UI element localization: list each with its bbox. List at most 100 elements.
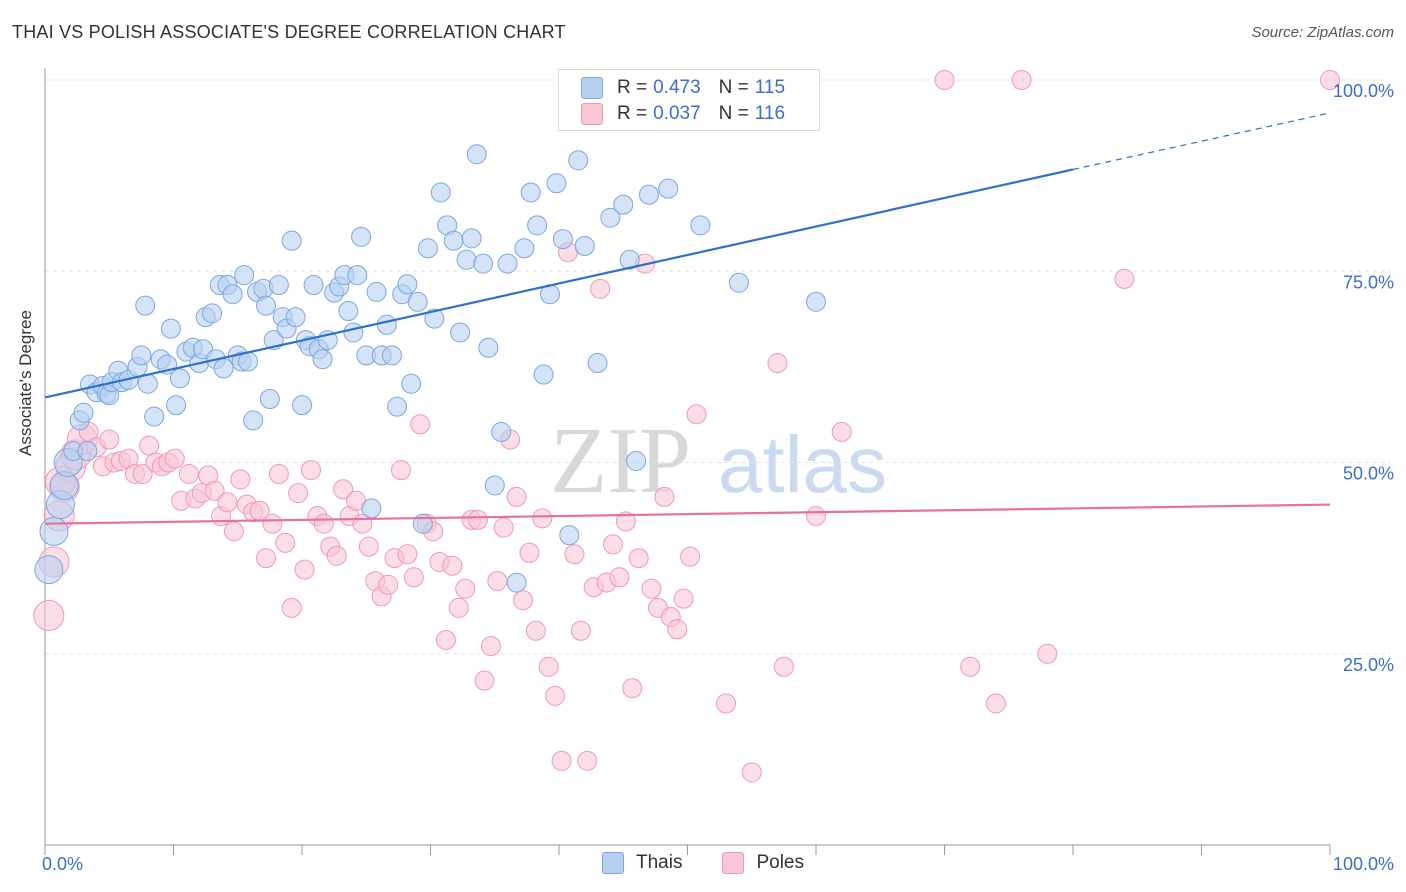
- poles-point: [358, 536, 379, 557]
- legend-item-poles[interactable]: Poles: [722, 852, 804, 874]
- thais-point: [338, 301, 359, 322]
- poles-point: [609, 567, 630, 588]
- poles-trend-line: [44, 503, 1331, 525]
- thais-point: [658, 178, 679, 199]
- poles-point: [680, 546, 701, 567]
- poles-point: [33, 600, 65, 631]
- poles-point: [230, 469, 251, 490]
- legend-item-thais[interactable]: Thais: [602, 852, 682, 874]
- poles-n-value: 116: [754, 103, 786, 124]
- thais-point: [401, 373, 422, 394]
- poles-point: [493, 517, 514, 538]
- poles-point: [256, 548, 277, 569]
- poles-legend-label: Poles: [756, 852, 804, 873]
- thais-point: [728, 272, 749, 293]
- thais-point: [34, 555, 64, 585]
- poles-point: [716, 693, 737, 714]
- poles-point: [178, 463, 199, 484]
- poles-point: [333, 479, 354, 500]
- poles-point: [831, 421, 852, 442]
- poles-point: [551, 750, 572, 771]
- thais-point: [77, 441, 98, 462]
- thais-point: [387, 396, 408, 417]
- thais-point: [73, 402, 94, 423]
- x-tick-label: 100.0%: [1333, 854, 1394, 874]
- poles-point: [622, 678, 643, 699]
- thais-point: [268, 275, 289, 296]
- poles-point: [767, 353, 788, 374]
- poles-point: [410, 414, 431, 435]
- poles-point: [806, 506, 826, 527]
- poles-point: [294, 559, 315, 580]
- thais-point: [39, 516, 69, 546]
- thais-point: [466, 144, 487, 165]
- thais-point: [574, 236, 595, 257]
- poles-point: [532, 508, 553, 529]
- thais-point: [222, 284, 243, 305]
- thais-point: [491, 421, 512, 442]
- poles-point: [326, 545, 347, 566]
- thais-point: [506, 572, 527, 593]
- thais-point: [546, 173, 567, 194]
- poles-point: [204, 480, 225, 501]
- poles-point: [268, 463, 289, 484]
- thais-n-label: N =: [718, 77, 749, 98]
- poles-point: [403, 567, 424, 588]
- thais-point: [533, 364, 554, 385]
- poles-point: [513, 590, 534, 611]
- thais-point: [443, 230, 464, 251]
- poles-point: [435, 629, 456, 650]
- thais-point: [160, 318, 181, 339]
- axes: [44, 68, 1331, 855]
- legend-row-poles: R = 0.037 N = 116: [581, 101, 803, 127]
- poles-point: [519, 542, 540, 563]
- x-tick-label: 0.0%: [42, 854, 83, 874]
- thais-point: [131, 345, 152, 366]
- poles-point: [313, 513, 334, 534]
- thais-point: [473, 253, 494, 274]
- thais-point: [424, 308, 445, 329]
- poles-point: [538, 656, 559, 677]
- thais-point: [806, 291, 826, 312]
- poles-point: [300, 460, 321, 481]
- thais-point: [343, 322, 364, 343]
- thais-point: [456, 249, 477, 270]
- poles-point: [275, 532, 296, 553]
- poles-point: [773, 656, 794, 677]
- thais-point: [397, 274, 418, 295]
- thais-point: [312, 349, 333, 370]
- thais-point: [135, 295, 156, 316]
- thais-points: [34, 144, 826, 593]
- thais-point: [303, 275, 324, 296]
- thais-point: [514, 238, 535, 259]
- y-tick-label: 75.0%: [1343, 272, 1394, 292]
- thais-point: [144, 406, 165, 427]
- thais-point: [381, 345, 402, 366]
- thais-point: [559, 525, 580, 546]
- thais-swatch: [581, 77, 603, 99]
- thais-point: [361, 498, 382, 519]
- thais-point: [259, 389, 280, 410]
- y-tick-label: 100.0%: [1333, 81, 1394, 101]
- poles-point: [564, 544, 585, 565]
- thais-legend-swatch: [602, 852, 624, 874]
- thais-point: [450, 322, 471, 343]
- thais-point: [527, 215, 548, 236]
- thais-point: [202, 303, 223, 324]
- poles-point: [281, 597, 302, 618]
- poles-point: [602, 534, 623, 555]
- thais-point: [497, 253, 518, 274]
- thais-point: [292, 395, 312, 416]
- poles-point: [474, 670, 495, 691]
- poles-point: [590, 278, 611, 299]
- poles-point: [455, 578, 476, 599]
- thais-point: [351, 226, 372, 247]
- thais-point: [234, 265, 255, 286]
- chart-source: Source: ZipAtlas.com: [1251, 24, 1394, 41]
- thais-point: [619, 249, 640, 270]
- poles-point: [1037, 643, 1058, 664]
- thais-point: [478, 337, 499, 358]
- thais-legend-label: Thais: [636, 852, 683, 873]
- poles-point: [1114, 268, 1135, 289]
- poles-point: [545, 685, 566, 706]
